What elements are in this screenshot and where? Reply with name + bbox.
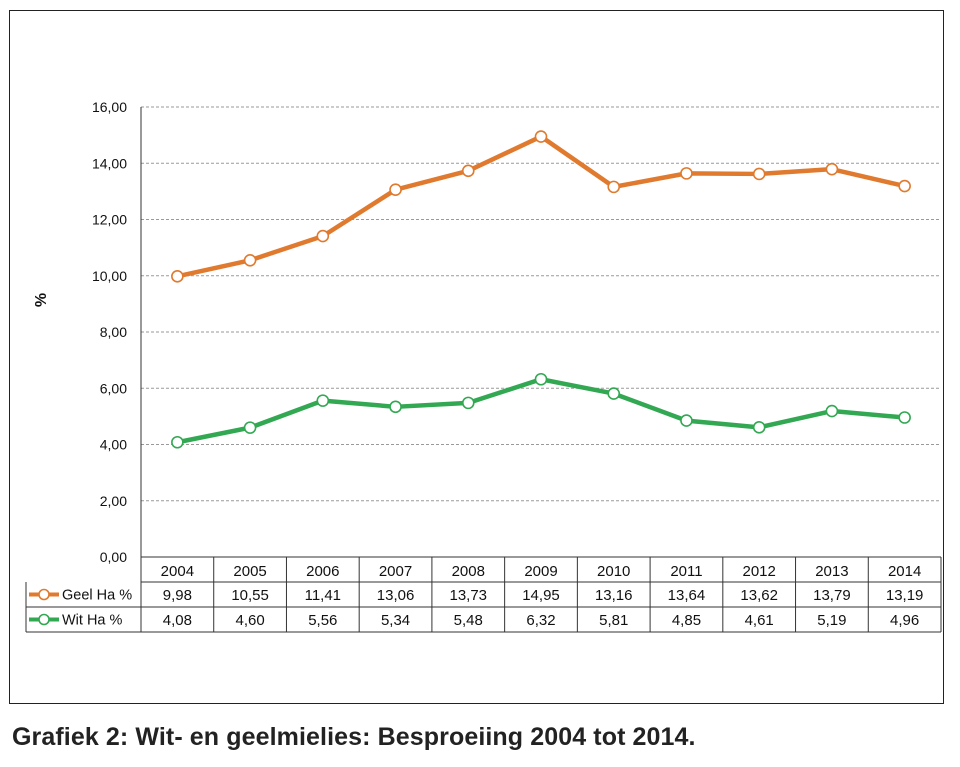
data-table-value: 13,73 [449, 587, 487, 604]
y-tick-label: 16,00 [92, 99, 127, 115]
data-point [825, 162, 839, 176]
x-tick-label: 2006 [306, 563, 339, 580]
y-tick-label: 6,00 [100, 380, 127, 396]
data-table-value: 5,34 [381, 612, 410, 629]
data-table-value: 13,62 [740, 587, 778, 604]
data-point [171, 435, 184, 449]
data-table-value: 13,64 [668, 587, 706, 604]
data-point [534, 372, 548, 386]
data-table-value: 13,06 [377, 587, 415, 604]
data-point [752, 421, 766, 434]
x-tick-label: 2011 [670, 563, 702, 580]
data-point [461, 396, 475, 410]
x-tick-label: 2013 [815, 563, 848, 580]
x-tick-label: 2007 [379, 563, 412, 580]
data-point [171, 270, 184, 283]
data-point [243, 253, 257, 267]
data-point [316, 394, 330, 407]
legend-label: Wit Ha % [62, 613, 123, 629]
data-table-value: 4,08 [163, 612, 192, 629]
data-table-value: 10,55 [231, 587, 269, 604]
data-point [607, 180, 621, 194]
x-tick-label: 2010 [597, 563, 630, 580]
data-table-value: 13,79 [813, 587, 851, 604]
data-point [752, 167, 766, 181]
x-tick-label: 2005 [233, 563, 266, 580]
y-tick-label: 0,00 [100, 549, 127, 565]
data-table-value: 13,16 [595, 587, 633, 604]
data-point [534, 130, 548, 143]
data-table-value: 13,19 [886, 587, 924, 604]
data-table-value: 11,41 [305, 587, 341, 604]
y-tick-label: 2,00 [100, 493, 127, 509]
y-tick-label: 8,00 [100, 324, 127, 340]
data-table-value: 4,60 [235, 612, 264, 629]
x-tick-label: 2009 [524, 563, 557, 580]
data-table-value: 5,19 [817, 612, 846, 629]
x-tick-label: 2012 [742, 563, 775, 580]
data-table-value: 5,81 [599, 612, 628, 629]
y-tick-label: 10,00 [92, 268, 127, 284]
y-tick-label: 12,00 [92, 212, 127, 228]
data-point [680, 414, 693, 427]
data-point [680, 167, 693, 180]
data-table-value: 6,32 [526, 612, 555, 629]
data-table-value: 9,98 [163, 587, 192, 604]
data-point [243, 421, 257, 434]
x-tick-label: 2014 [888, 563, 921, 580]
data-table-value: 4,85 [672, 612, 701, 629]
data-point [461, 164, 475, 178]
legend-marker [38, 613, 50, 626]
y-axis-label: % [33, 293, 50, 307]
data-table-value: 14,95 [522, 587, 560, 604]
legend-marker [38, 588, 50, 601]
x-tick-label: 2004 [161, 563, 194, 580]
data-table-value: 4,61 [745, 612, 774, 629]
series-line [175, 134, 907, 279]
data-table-value: 5,56 [308, 612, 337, 629]
y-tick-label: 14,00 [92, 155, 127, 171]
data-point [898, 411, 911, 424]
figure-caption: Grafiek 2: Wit- en geelmielies: Besproei… [12, 723, 696, 751]
legend-label: Geel Ha % [62, 588, 132, 604]
data-point [825, 404, 839, 418]
data-table-value: 5,48 [454, 612, 483, 629]
y-tick-label: 4,00 [100, 437, 127, 453]
data-point [898, 179, 911, 193]
chart-frame [9, 10, 944, 704]
data-table-value: 4,96 [890, 612, 919, 629]
data-point [607, 387, 621, 400]
data-point [389, 183, 402, 196]
x-tick-label: 2008 [452, 563, 485, 580]
data-point [389, 400, 402, 414]
data-point [316, 229, 330, 243]
